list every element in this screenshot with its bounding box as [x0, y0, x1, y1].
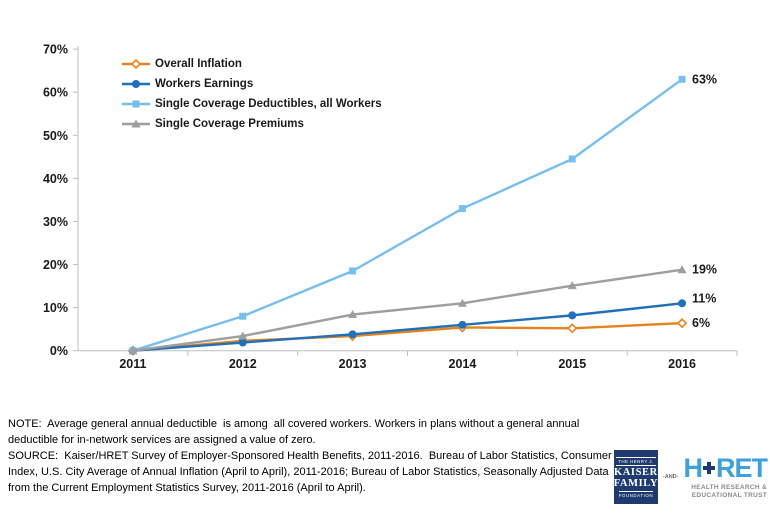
y-axis-tick-label: 70% — [43, 43, 68, 57]
series-end-label: 19% — [692, 263, 717, 277]
data-point-marker — [130, 58, 142, 70]
legend-swatch-icon — [122, 119, 150, 128]
series-line — [132, 321, 683, 352]
legend-label: Single Coverage Deductibles, all Workers — [155, 98, 382, 110]
kff-logo-text: THE HENRY J. — [616, 456, 656, 466]
legend-item-single-coverage-premiums: Single Coverage Premiums — [121, 114, 382, 134]
note-line: NOTE: Average general annual deductible … — [8, 418, 580, 430]
note-line: deductible for in-network services are a… — [8, 434, 316, 446]
footer-notes: NOTE: Average general annual deductible … — [8, 416, 640, 496]
kff-logo-text: KAISER — [613, 466, 658, 478]
line-chart: 0% 10% 20% 30% 40% 50% 60% 70% 2011 2012 2013 2014 2… — [43, 43, 738, 371]
data-point-marker — [238, 338, 247, 347]
hret-cross-icon — [703, 461, 715, 474]
legend-label: Single Coverage Premiums — [155, 118, 304, 130]
x-axis-year-label: 2015 — [558, 357, 586, 371]
hret-logo: H RET HEALTH RESEARCH & EDUCATIONAL TRUS… — [683, 452, 769, 500]
series-single-coverage-deductibles-all-workers: 63% — [129, 72, 717, 355]
legend-item-workers-earnings: Workers Earnings — [121, 74, 382, 94]
source-line: Index, U.S. City Average of Annual Infla… — [8, 466, 609, 478]
hret-subtitle-line: HEALTH RESEARCH & — [691, 483, 767, 491]
series-overall-inflation: 6% — [127, 316, 710, 356]
x-axis-year-label: 2013 — [339, 357, 367, 371]
series-end-label: 11% — [692, 291, 716, 305]
y-axis-tick-label: 20% — [43, 258, 68, 272]
legend-swatch-icon — [122, 100, 150, 108]
kff-logo-text: FAMILY — [613, 477, 659, 489]
legend-item-overall-inflation: Overall Inflation — [121, 54, 382, 74]
data-point-marker — [678, 75, 686, 83]
data-point-marker — [567, 281, 577, 290]
series-end-label: 6% — [692, 316, 710, 330]
data-point-marker — [676, 317, 688, 329]
data-point-marker — [458, 320, 467, 329]
hret-letters-ret: RET — [716, 452, 768, 483]
chart-legend: Overall Inflation Workers Earnings Singl… — [121, 54, 382, 134]
hret-wordmark: H RET — [683, 452, 769, 483]
source-line: from the Current Employment Statistics S… — [8, 482, 366, 494]
data-point-marker — [568, 155, 576, 163]
x-axis-year-label: 2011 — [119, 357, 146, 371]
series-end-label: 63% — [692, 72, 717, 86]
legend-item-single-coverage-deductibles: Single Coverage Deductibles, all Workers — [121, 94, 382, 114]
data-point-marker — [349, 267, 357, 275]
legend-label: Workers Earnings — [155, 78, 254, 90]
data-point-marker — [567, 323, 578, 334]
y-axis-tick-label: 10% — [43, 301, 68, 315]
y-axis-tick-label: 30% — [43, 215, 68, 229]
legend-label: Overall Inflation — [155, 58, 242, 70]
hret-subtitle-line: EDUCATIONAL TRUST — [691, 491, 767, 499]
series-workers-earnings: 11% — [128, 291, 716, 355]
data-point-marker — [678, 299, 687, 308]
kff-logo-text: FOUNDATION — [618, 490, 654, 498]
footer-logos: THE HENRY J. KAISER FAMILY FOUNDATION -A… — [614, 450, 769, 504]
x-axis-year-label: 2014 — [449, 357, 477, 371]
y-axis-tick-label: 0% — [50, 344, 68, 358]
legend-swatch-icon — [122, 58, 150, 70]
hret-letter-h: H — [683, 452, 703, 483]
data-point-marker — [458, 205, 466, 213]
and-label: -AND- — [662, 474, 679, 480]
y-axis-tick-label: 60% — [43, 86, 68, 100]
data-point-marker — [239, 312, 247, 320]
x-axis-year-label: 2016 — [668, 357, 696, 371]
y-axis-tick-label: 40% — [43, 172, 68, 186]
legend-swatch-icon — [122, 80, 150, 88]
series-single-coverage-premiums: 19% — [128, 263, 717, 355]
data-point-marker — [677, 265, 687, 274]
y-axis-tick-label: 50% — [43, 129, 68, 143]
series-line — [132, 302, 683, 352]
x-axis-year-label: 2012 — [229, 357, 257, 371]
data-point-marker — [457, 298, 467, 307]
chart-plot-area: 0% 10% 20% 30% 40% 50% 60% 70% 2011 2012 2013 2014 2… — [43, 43, 738, 371]
data-point-marker — [131, 119, 141, 128]
data-point-marker — [128, 346, 138, 355]
data-point-marker — [238, 331, 248, 340]
data-point-marker — [348, 310, 358, 319]
kaiser-family-foundation-logo: THE HENRY J. KAISER FAMILY FOUNDATION — [614, 450, 658, 504]
series-line — [132, 268, 683, 352]
data-point-marker — [348, 330, 357, 339]
data-point-marker — [132, 100, 140, 108]
data-point-marker — [568, 311, 577, 320]
series-line — [132, 78, 683, 352]
source-line: SOURCE: Kaiser/HRET Survey of Employer-S… — [8, 450, 640, 462]
data-point-marker — [132, 80, 140, 88]
hret-subtitle: HEALTH RESEARCH & EDUCATIONAL TRUST — [691, 484, 767, 500]
